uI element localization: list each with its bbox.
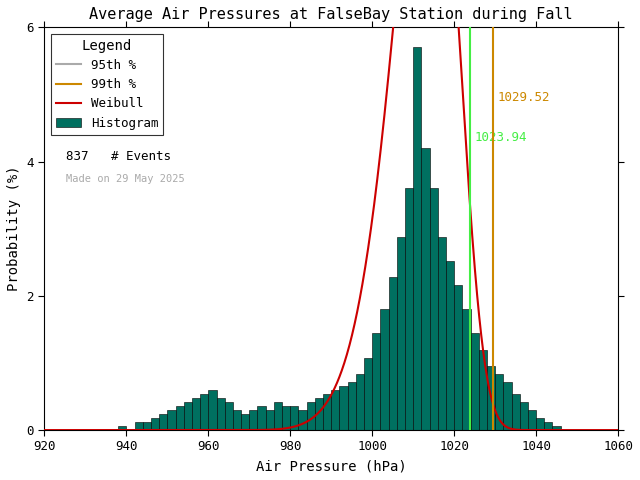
Bar — [200, 394, 208, 430]
Bar — [421, 148, 429, 430]
Bar — [495, 374, 503, 430]
Bar — [159, 414, 167, 430]
Bar — [462, 309, 470, 430]
Bar — [339, 386, 348, 430]
Bar — [487, 366, 495, 430]
Bar — [291, 406, 298, 430]
Bar — [552, 426, 561, 430]
Bar — [298, 410, 307, 430]
Bar — [184, 402, 192, 430]
Bar — [528, 410, 536, 430]
Bar — [266, 410, 274, 430]
Bar — [479, 349, 487, 430]
Text: 1023.94: 1023.94 — [474, 132, 527, 144]
Bar — [216, 398, 225, 430]
Text: 837   # Events: 837 # Events — [66, 150, 172, 163]
Bar — [503, 382, 511, 430]
Bar — [274, 402, 282, 430]
Bar — [307, 402, 315, 430]
Bar — [332, 390, 339, 430]
Bar — [438, 237, 446, 430]
Bar — [356, 374, 364, 430]
Bar — [315, 398, 323, 430]
Bar — [282, 406, 291, 430]
Bar — [250, 410, 257, 430]
Bar — [405, 188, 413, 430]
Bar — [413, 48, 421, 430]
Bar — [192, 398, 200, 430]
Bar — [388, 277, 397, 430]
Y-axis label: Probability (%): Probability (%) — [7, 166, 21, 291]
Bar — [397, 237, 405, 430]
Bar — [364, 358, 372, 430]
Bar — [348, 382, 356, 430]
Bar — [143, 422, 151, 430]
Title: Average Air Pressures at FalseBay Station during Fall: Average Air Pressures at FalseBay Statio… — [90, 7, 573, 22]
Bar — [446, 261, 454, 430]
Text: 1029.52: 1029.52 — [497, 91, 550, 104]
Bar — [175, 406, 184, 430]
Bar — [372, 334, 380, 430]
Bar — [544, 422, 552, 430]
Bar — [167, 410, 175, 430]
Bar — [118, 426, 126, 430]
Bar — [241, 414, 250, 430]
Bar — [429, 188, 438, 430]
Bar — [536, 418, 544, 430]
Text: Made on 29 May 2025: Made on 29 May 2025 — [66, 174, 185, 184]
Bar — [208, 390, 216, 430]
Bar — [134, 422, 143, 430]
Bar — [470, 334, 479, 430]
Bar — [225, 402, 233, 430]
Bar — [511, 394, 520, 430]
Bar — [233, 410, 241, 430]
Bar — [323, 394, 332, 430]
Bar — [380, 309, 388, 430]
Bar — [257, 406, 266, 430]
X-axis label: Air Pressure (hPa): Air Pressure (hPa) — [256, 459, 406, 473]
Bar — [151, 418, 159, 430]
Bar — [454, 285, 462, 430]
Bar — [520, 402, 528, 430]
Legend: 95th %, 99th %, Weibull, Histogram: 95th %, 99th %, Weibull, Histogram — [51, 34, 163, 134]
